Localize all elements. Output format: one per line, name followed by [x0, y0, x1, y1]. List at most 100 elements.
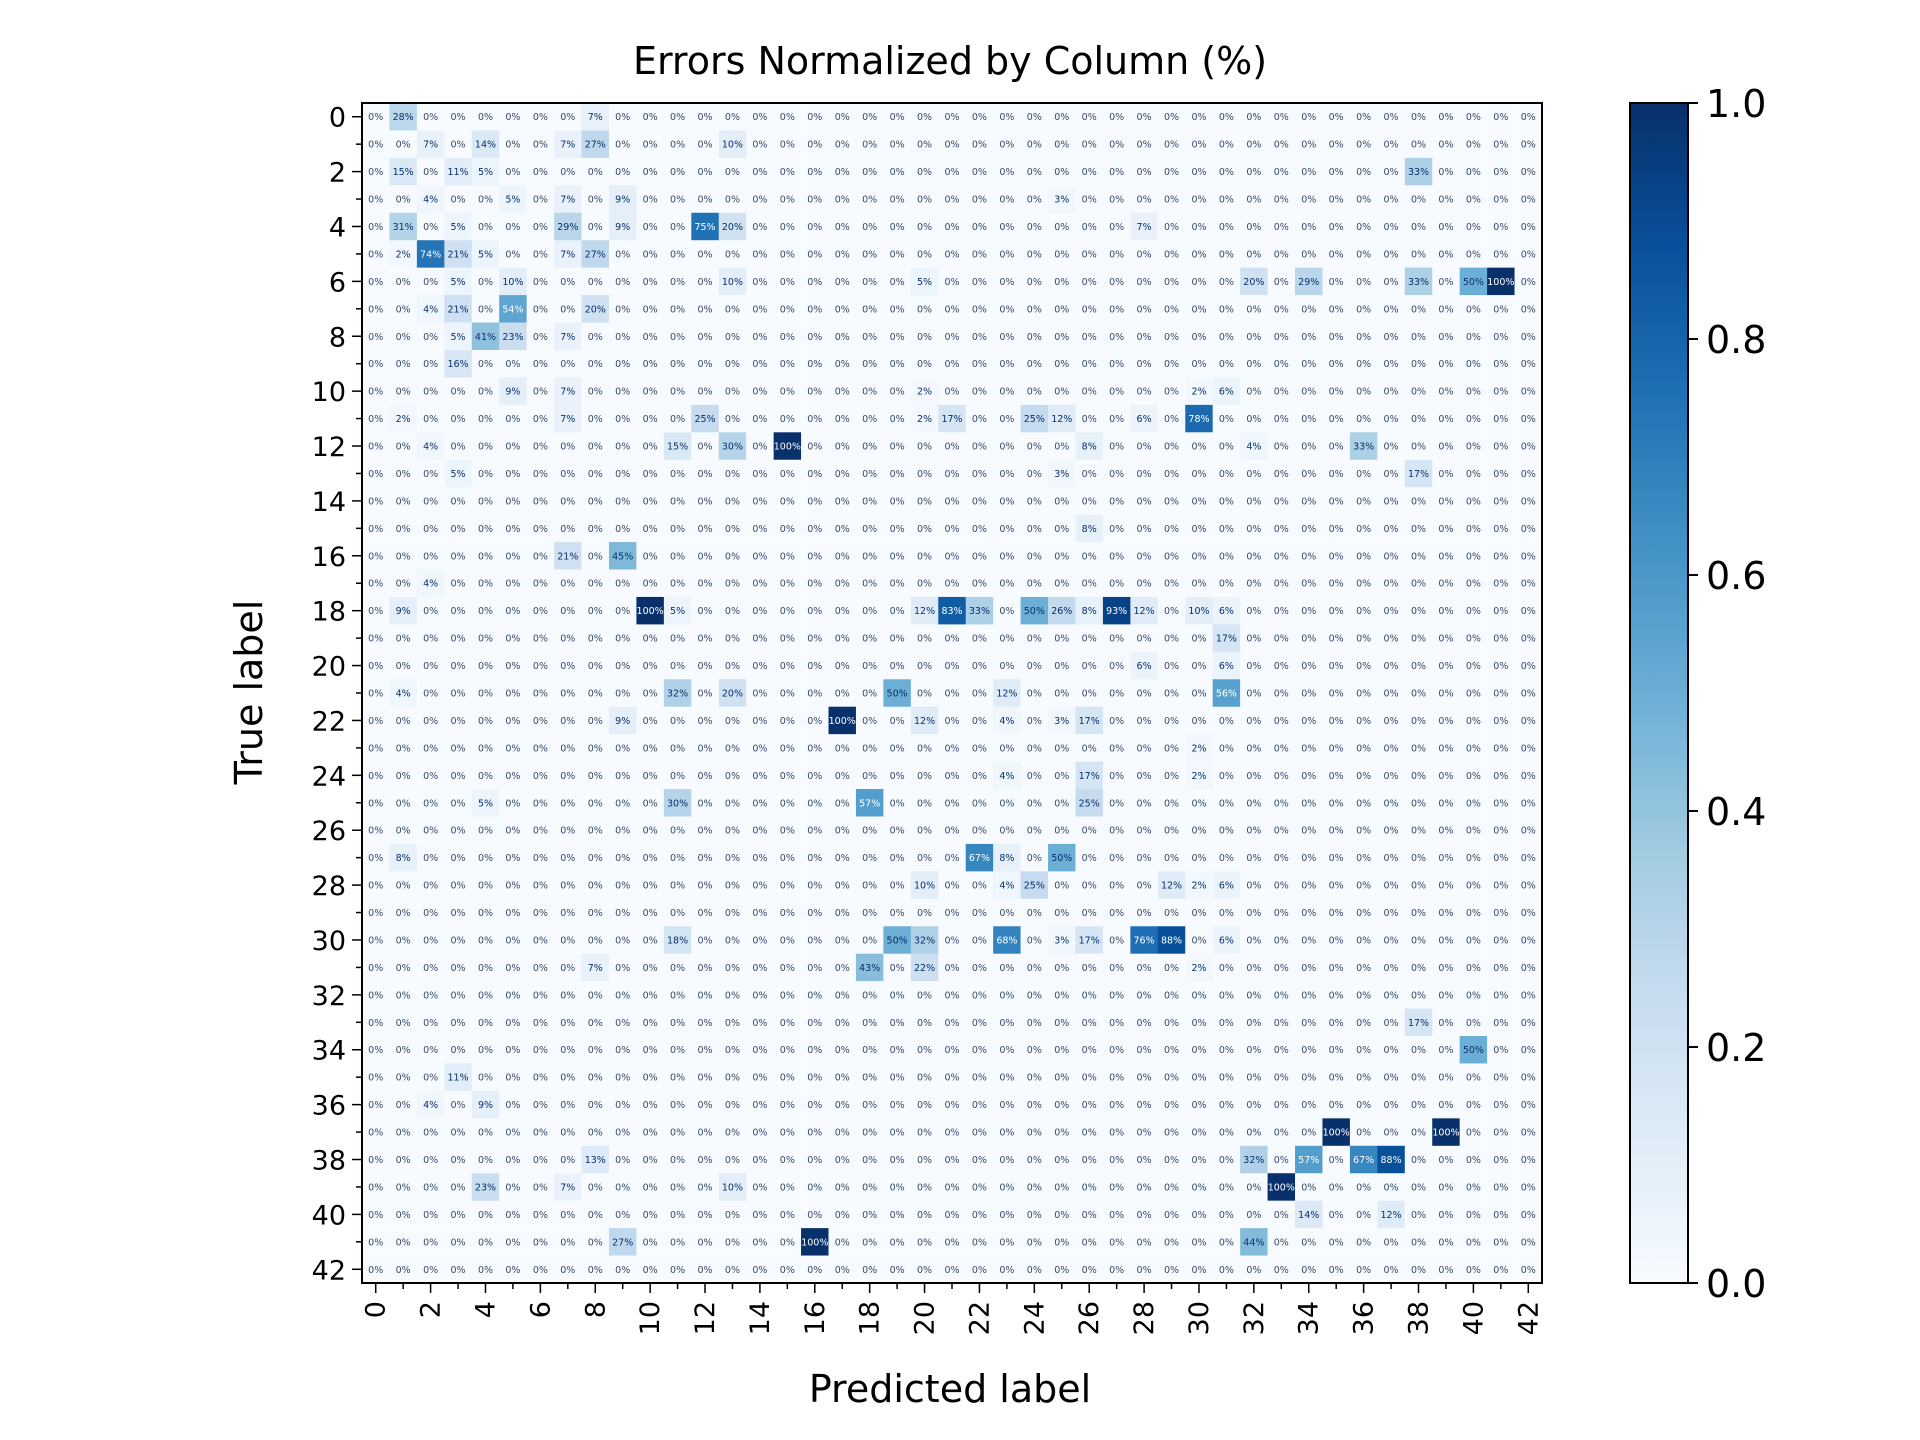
x-tick-label: 18	[855, 1301, 886, 1335]
cell-value-label: 0%	[807, 1265, 822, 1276]
y-tick-label: 36	[312, 1091, 346, 1122]
cell-value-label: 0%	[1191, 634, 1206, 645]
heatmap-cell	[416, 789, 445, 817]
heatmap-cell	[773, 706, 802, 735]
heatmap-cell	[1514, 789, 1543, 817]
cell-value-label: 0%	[1109, 963, 1124, 974]
x-tick-label: 4	[470, 1301, 501, 1318]
cell-value-label: 0%	[752, 963, 767, 974]
cell-value-label: 0%	[697, 771, 712, 782]
cell-value-label: 0%	[862, 1073, 877, 1084]
cell-value-label: 0%	[725, 387, 740, 398]
heatmap-cell	[801, 542, 829, 570]
heatmap-cell	[1322, 103, 1351, 131]
cell-value-label: 2%	[1191, 743, 1206, 754]
heatmap-cell	[828, 761, 857, 790]
cell-value-label: 0%	[1082, 1100, 1097, 1111]
cell-value-label: 0%	[1411, 112, 1426, 123]
cell-value-label: 0%	[1384, 908, 1399, 919]
heatmap-cell	[1267, 679, 1296, 708]
cell-value-label: 0%	[999, 469, 1014, 480]
cell-value-label: 100%	[774, 442, 801, 453]
cell-value-label: 0%	[670, 469, 685, 480]
cell-value-label: 0%	[533, 1045, 548, 1056]
heatmap-cell	[910, 514, 939, 543]
heatmap-cell	[883, 542, 912, 570]
heatmap-cell	[1322, 295, 1351, 323]
heatmap-cell	[1240, 514, 1268, 543]
heatmap-cell	[471, 542, 500, 570]
heatmap-cell	[746, 596, 774, 625]
cell-value-label: 0%	[505, 1182, 520, 1193]
heatmap-cell	[691, 816, 720, 845]
cell-value-label: 0%	[670, 1045, 685, 1056]
heatmap-cell	[691, 185, 720, 214]
heatmap-cell	[1048, 596, 1076, 625]
heatmap-cell	[526, 816, 555, 845]
cell-value-label: 0%	[890, 771, 905, 782]
heatmap-cell	[1459, 487, 1488, 515]
cell-value-label: 0%	[1274, 853, 1289, 864]
heatmap-cell	[1075, 185, 1104, 214]
cell-value-label: 0%	[588, 1100, 603, 1111]
cell-value-label: 0%	[1301, 1100, 1316, 1111]
heatmap-cell	[965, 679, 994, 708]
cell-value-label: 0%	[1384, 935, 1399, 946]
heatmap-cell	[1404, 185, 1433, 214]
cell-value-label: 0%	[1109, 222, 1124, 233]
heatmap-cell	[1212, 295, 1241, 323]
cell-value-label: 0%	[423, 387, 438, 398]
cell-value-label: 0%	[1356, 551, 1371, 562]
cell-value-label: 0%	[1521, 826, 1536, 837]
cell-value-label: 0%	[368, 908, 383, 919]
cell-value-label: 0%	[725, 469, 740, 480]
cell-value-label: 50%	[1051, 853, 1072, 864]
cell-value-label: 0%	[1219, 853, 1234, 864]
cell-value-label: 0%	[999, 661, 1014, 672]
cell-value-label: 0%	[615, 524, 630, 535]
heatmap-cell	[1185, 459, 1213, 488]
cell-value-label: 10%	[722, 140, 743, 151]
cell-value-label: 0%	[478, 853, 493, 864]
heatmap-cell	[554, 240, 582, 268]
cell-value-label: 0%	[890, 332, 905, 343]
heatmap-cell	[389, 679, 418, 708]
heatmap-cell	[855, 267, 884, 296]
cell-value-label: 0%	[1274, 935, 1289, 946]
heatmap-cell	[581, 103, 610, 131]
cell-value-label: 0%	[1137, 442, 1152, 453]
cell-value-label: 0%	[944, 1018, 959, 1029]
cell-value-label: 0%	[1246, 881, 1261, 892]
cell-value-label: 0%	[1493, 414, 1508, 425]
cell-value-label: 0%	[1411, 387, 1426, 398]
heatmap-cell	[828, 624, 857, 653]
heatmap-cell	[1130, 212, 1159, 241]
cell-value-label: 0%	[862, 414, 877, 425]
heatmap-cell	[1514, 432, 1543, 461]
cell-value-label: 0%	[1493, 496, 1508, 507]
cell-value-label: 0%	[423, 1237, 438, 1248]
cell-value-label: 23%	[475, 1182, 496, 1193]
heatmap-cell	[1404, 377, 1433, 406]
heatmap-cell	[608, 377, 637, 406]
cell-value-label: 0%	[1109, 743, 1124, 754]
cell-value-label: 0%	[423, 853, 438, 864]
cell-value-label: 0%	[1246, 1018, 1261, 1029]
heatmap-cell	[663, 459, 692, 488]
cell-value-label: 0%	[1356, 1210, 1371, 1221]
cell-value-label: 0%	[1384, 195, 1399, 206]
heatmap-cell	[773, 103, 802, 131]
cell-value-label: 0%	[835, 304, 850, 315]
heatmap-cell	[1404, 349, 1433, 378]
heatmap-cell	[1048, 789, 1076, 817]
heatmap-cell	[416, 706, 445, 735]
heatmap-cell	[1212, 322, 1241, 351]
heatmap-cell	[1212, 514, 1241, 543]
heatmap-cell	[938, 432, 967, 461]
cell-value-label: 21%	[447, 249, 468, 260]
cell-value-label: 0%	[917, 1073, 932, 1084]
heatmap-cell	[362, 706, 390, 735]
cell-value-label: 0%	[1137, 332, 1152, 343]
cell-value-label: 0%	[1329, 387, 1344, 398]
cell-value-label: 0%	[1301, 359, 1316, 370]
